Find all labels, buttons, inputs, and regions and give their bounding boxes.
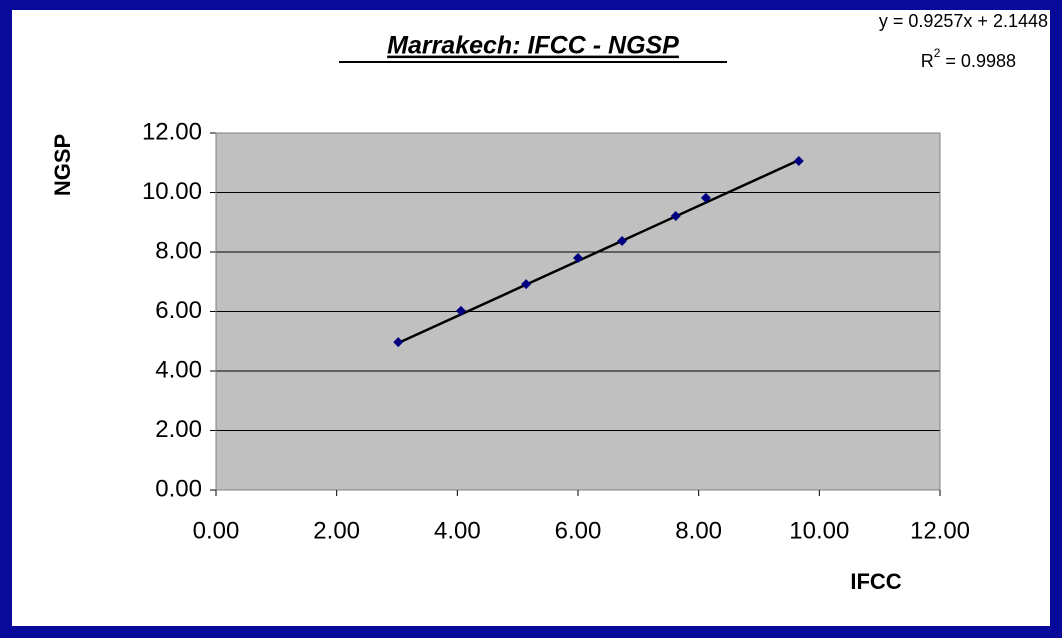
x-tick-label: 0.00 xyxy=(193,517,240,544)
data-point xyxy=(393,337,404,348)
x-tick-label: 8.00 xyxy=(675,517,722,544)
r2-sup: 2 xyxy=(934,46,941,60)
x-tick-label: 10.00 xyxy=(789,517,849,544)
x-tick-label: 2.00 xyxy=(313,517,360,544)
y-tick-label: 4.00 xyxy=(155,356,202,383)
x-tick-label: 12.00 xyxy=(910,517,970,544)
r2-rest: = 0.9988 xyxy=(940,51,1016,71)
y-tick-label: 2.00 xyxy=(155,416,202,443)
data-point xyxy=(455,305,466,316)
data-point xyxy=(670,211,681,222)
data-point xyxy=(793,155,804,166)
r-squared: R2 = 0.9988 xyxy=(921,46,1016,71)
data-point xyxy=(617,235,628,246)
y-tick-label: 8.00 xyxy=(155,237,202,264)
data-point xyxy=(573,252,583,263)
data-point xyxy=(521,279,532,290)
chart-title: Marrakech: IFCC - NGSP xyxy=(387,32,679,60)
y-tick-label: 10.00 xyxy=(142,178,202,205)
trendline-equation: y = 0.9257x + 2.1448 xyxy=(879,11,1048,31)
x-tick-label: 4.00 xyxy=(434,517,481,544)
y-tick-label: 0.00 xyxy=(155,475,202,502)
x-tick-label: 6.00 xyxy=(555,517,602,544)
y-tick-label: 12.00 xyxy=(142,118,202,145)
r2-prefix: R xyxy=(921,51,934,71)
y-axis-label: NGSP xyxy=(50,134,75,196)
data-point xyxy=(700,192,711,203)
y-tick-label: 6.00 xyxy=(155,297,202,324)
trendline xyxy=(397,159,800,345)
x-axis-label: IFCC xyxy=(850,569,901,594)
